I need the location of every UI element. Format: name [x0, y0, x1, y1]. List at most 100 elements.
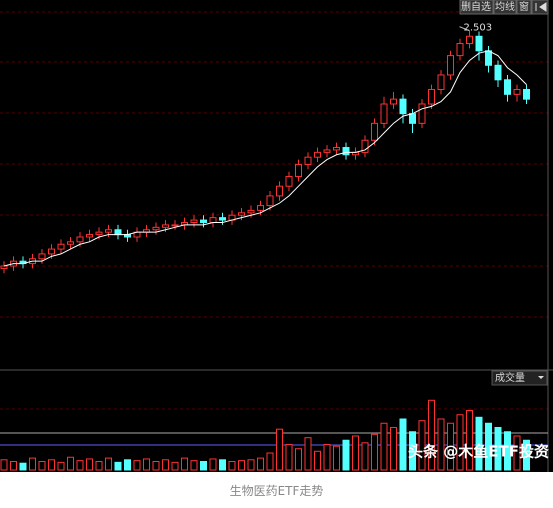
candle-body	[399, 98, 407, 115]
volume-bar	[95, 461, 103, 471]
volume-bar	[513, 435, 521, 471]
volume-bar	[361, 442, 369, 471]
collapse-icon[interactable]	[535, 2, 547, 12]
candle-body	[285, 176, 293, 187]
button-label[interactable]: 均线	[495, 0, 515, 13]
ma-line	[3, 50, 527, 267]
volume-bar	[371, 433, 378, 471]
volume-bar	[285, 444, 293, 471]
candle-body	[152, 226, 160, 231]
candle-body	[162, 224, 169, 228]
volume-bar	[143, 458, 150, 471]
volume-bar	[352, 435, 359, 471]
volume-bar	[0, 459, 8, 471]
button[interactable]	[516, 0, 532, 15]
volume-bar	[76, 460, 84, 471]
volume-bar	[257, 457, 264, 471]
peak-label: 2.503	[464, 23, 493, 34]
candle-body	[86, 234, 93, 238]
volume-bar	[48, 459, 55, 471]
volume-bar	[124, 459, 131, 471]
chart: 删自选 均线 窗 成交量 2.503 头条 @木鱼ETF投资	[0, 0, 553, 472]
volume-bar	[133, 460, 141, 471]
candle-body	[390, 98, 397, 105]
volume-bar	[333, 445, 340, 471]
candle-body	[105, 229, 112, 233]
button-label[interactable]: 删自选	[461, 0, 491, 13]
candle-body	[190, 219, 198, 223]
volume-bar	[466, 410, 473, 471]
watermark: 头条 @木鱼ETF投资	[408, 443, 549, 461]
volume-bar	[162, 459, 169, 471]
button-label[interactable]: 窗	[519, 0, 529, 13]
candle-body	[219, 217, 226, 221]
volume-bar	[190, 460, 198, 471]
candle-body	[447, 55, 454, 76]
volume-bar	[10, 461, 17, 471]
volume-bar	[114, 461, 122, 471]
candle-body	[209, 217, 217, 223]
candle-body	[67, 241, 74, 245]
toolbar: 删自选 均线 窗	[459, 0, 549, 15]
volume-bar	[152, 461, 160, 471]
button[interactable]	[493, 0, 517, 15]
candle-body	[380, 103, 388, 124]
volume-bar	[38, 461, 46, 471]
volume-bar	[428, 399, 435, 471]
volume-bar	[523, 439, 530, 471]
candle-body	[323, 149, 331, 153]
candle-body	[466, 35, 473, 45]
button[interactable]	[459, 0, 494, 15]
volume-bar	[295, 448, 302, 471]
candle-body	[314, 151, 321, 158]
candle-body	[266, 195, 274, 207]
volume-bar	[323, 444, 331, 471]
caption: 生物医药ETF走势	[229, 484, 324, 498]
candle-body	[504, 79, 511, 95]
volume-bar	[342, 439, 350, 471]
volume-bar	[219, 459, 226, 471]
candle-body	[333, 147, 340, 151]
candle-body	[409, 113, 416, 124]
candle-body	[475, 35, 483, 52]
volume-bar	[209, 458, 217, 471]
volume-bar	[485, 422, 492, 471]
candle-body	[371, 122, 378, 141]
volume-bar	[67, 456, 74, 471]
candle-body	[0, 265, 8, 269]
volume-selector[interactable]	[491, 370, 548, 386]
volume-bar	[171, 461, 179, 471]
volume-label[interactable]: 成交量	[495, 371, 525, 384]
candle-body	[418, 103, 426, 124]
grid	[0, 11, 548, 410]
candle-body	[171, 224, 179, 227]
volume-bar	[181, 457, 188, 471]
volume-bar	[494, 427, 502, 471]
candle-body	[361, 139, 369, 153]
candle-body	[428, 88, 435, 105]
volume-bar	[228, 461, 236, 471]
candle-body	[114, 229, 122, 236]
volume-bar	[380, 422, 388, 471]
candle-body	[257, 205, 264, 211]
candle-body	[523, 88, 530, 100]
volume-bar	[390, 427, 397, 471]
volume-bar	[238, 460, 245, 471]
volume-bar	[304, 437, 312, 471]
candle-body	[95, 231, 103, 236]
candle-body	[513, 88, 521, 95]
candle-body	[200, 219, 207, 223]
volume-bar	[314, 450, 321, 471]
candle-body	[76, 236, 84, 243]
volume-bar	[86, 458, 93, 471]
candle-body	[295, 163, 302, 178]
volume-bar	[29, 457, 36, 471]
candle-body	[247, 209, 255, 214]
candle-body	[238, 212, 245, 216]
candle-body	[304, 156, 312, 165]
volume-bar	[447, 422, 454, 471]
candle-body	[276, 185, 283, 197]
candle-body	[57, 243, 65, 250]
dropdown-arrow[interactable]	[538, 376, 544, 379]
